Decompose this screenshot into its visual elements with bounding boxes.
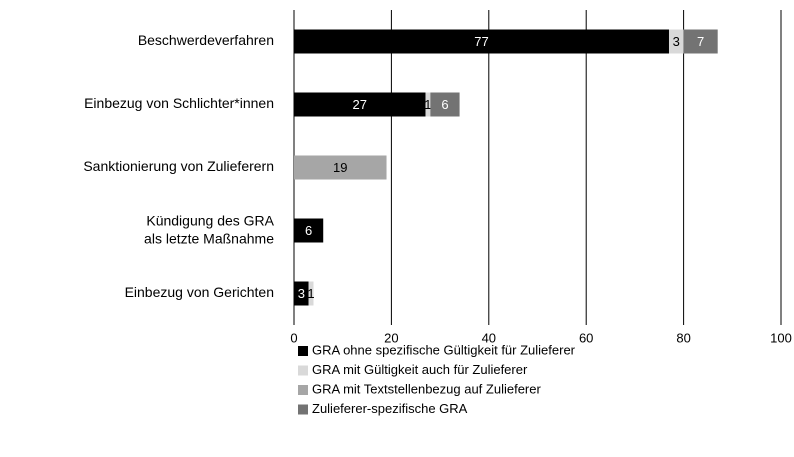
x-tick-label: 40 [482,330,496,345]
legend-swatch [298,365,308,376]
x-tick-label: 100 [770,330,792,345]
bar-segment [294,218,324,243]
legend-swatch [298,385,308,395]
bar-segment [425,92,431,117]
bar-segment [294,29,669,54]
legend-label: Zulieferer-spezifische GRA [312,401,468,416]
data-label: 7 [697,34,704,49]
legend-swatch [298,346,308,356]
legend-label: GRA mit Gültigkeit auch für Zulieferer [312,362,528,377]
x-tick-label: 20 [384,330,398,345]
data-label: 6 [305,223,312,238]
data-label: 6 [441,97,448,112]
legend-label: GRA ohne spezifische Gültigkeit für Zuli… [312,342,576,357]
y-tick-label: Beschwerdeverfahren [138,32,274,48]
data-label: 3 [298,286,305,301]
y-tick-label: Kündigung des GRA als letzte Maßnahme [144,212,275,246]
bar-segment [683,29,718,54]
x-tick-label: 60 [579,330,593,345]
data-label: 1 [424,97,431,112]
bar-segment [430,92,460,117]
data-label: 19 [333,160,347,175]
data-label: 1 [307,286,314,301]
data-label: 77 [474,34,488,49]
bar-segment [294,281,309,306]
y-tick-label: Einbezug von Schlichter*innen [84,95,274,111]
x-tick-label: 0 [290,330,297,345]
bar-segment [294,155,387,180]
legend-label: GRA mit Textstellenbezug auf Zulieferer [312,381,541,396]
bar-segment [308,281,314,306]
legend-swatch [298,404,308,415]
y-tick-label: Sanktionierung von Zulieferern [83,158,274,174]
bar-segment [668,29,684,54]
data-label: 3 [673,34,680,49]
y-tick-label: Einbezug von Gerichten [125,284,274,300]
x-tick-label: 80 [676,330,690,345]
bar-segment [294,92,426,117]
data-label: 27 [353,97,367,112]
